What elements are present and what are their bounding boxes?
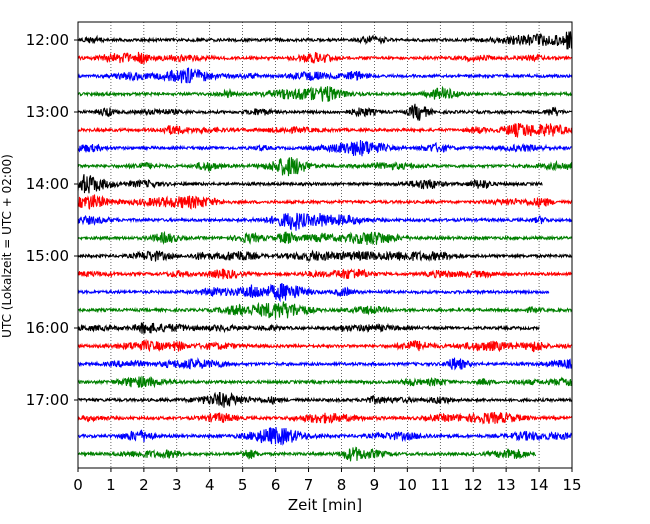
trace-line — [77, 249, 573, 263]
trace-line — [77, 427, 573, 446]
y-tick-label: 13:00 — [26, 103, 69, 121]
y-axis-label: UTC (Lokalzeit = UTC + 02:00) — [0, 154, 14, 338]
trace-line — [77, 103, 573, 122]
y-tick-label: 12:00 — [26, 31, 69, 49]
trace-line — [77, 67, 573, 84]
x-tick-label: 3 — [172, 476, 182, 494]
x-tick-label: 13 — [497, 476, 516, 494]
x-tick-label: 12 — [464, 476, 483, 494]
trace-line — [77, 157, 573, 177]
x-tick-label: 5 — [238, 476, 248, 494]
x-tick-label: 8 — [337, 476, 347, 494]
x-tick-label: 0 — [73, 476, 83, 494]
x-tick-label: 1 — [106, 476, 116, 494]
y-tick-label: 14:00 — [26, 175, 69, 193]
trace-line — [77, 391, 573, 408]
trace-line — [77, 230, 573, 246]
trace-line — [77, 338, 573, 353]
trace-line — [77, 301, 573, 319]
trace-line — [77, 321, 540, 334]
trace-line — [77, 85, 573, 102]
y-tick-label: 15:00 — [26, 247, 69, 265]
grid-lines — [110, 22, 540, 468]
traces — [77, 31, 573, 462]
trace-line — [77, 268, 573, 280]
x-tick-label: 11 — [431, 476, 450, 494]
trace-line — [77, 375, 573, 389]
x-tick-label: 9 — [370, 476, 380, 494]
trace-line — [77, 174, 543, 194]
y-axis-ticks: 12:00 13:00 14:00 15:00 16:00 17:00 — [26, 31, 78, 409]
trace-line — [77, 411, 573, 425]
x-tick-label: 15 — [562, 476, 581, 494]
x-tick-label: 6 — [271, 476, 281, 494]
x-tick-label: 4 — [205, 476, 215, 494]
trace-line — [77, 139, 573, 157]
x-tick-label: 10 — [398, 476, 417, 494]
y-tick-label: 17:00 — [26, 391, 69, 409]
y-tick-label: 16:00 — [26, 319, 69, 337]
trace-line — [77, 194, 573, 210]
trace-line — [77, 446, 537, 462]
trace-line — [77, 212, 573, 231]
trace-line — [77, 31, 573, 50]
trace-line — [77, 356, 573, 371]
x-tick-label: 7 — [304, 476, 314, 494]
trace-line — [77, 51, 573, 65]
plot-frame — [77, 21, 573, 469]
x-axis-label: Zeit [min] — [288, 496, 362, 514]
trace-line — [77, 282, 550, 303]
x-axis-ticks: 0 1 2 3 4 5 6 7 8 9 10 11 12 13 14 15 — [73, 468, 582, 494]
trace-line — [77, 122, 573, 138]
x-tick-label: 14 — [530, 476, 549, 494]
x-tick-label: 2 — [139, 476, 149, 494]
